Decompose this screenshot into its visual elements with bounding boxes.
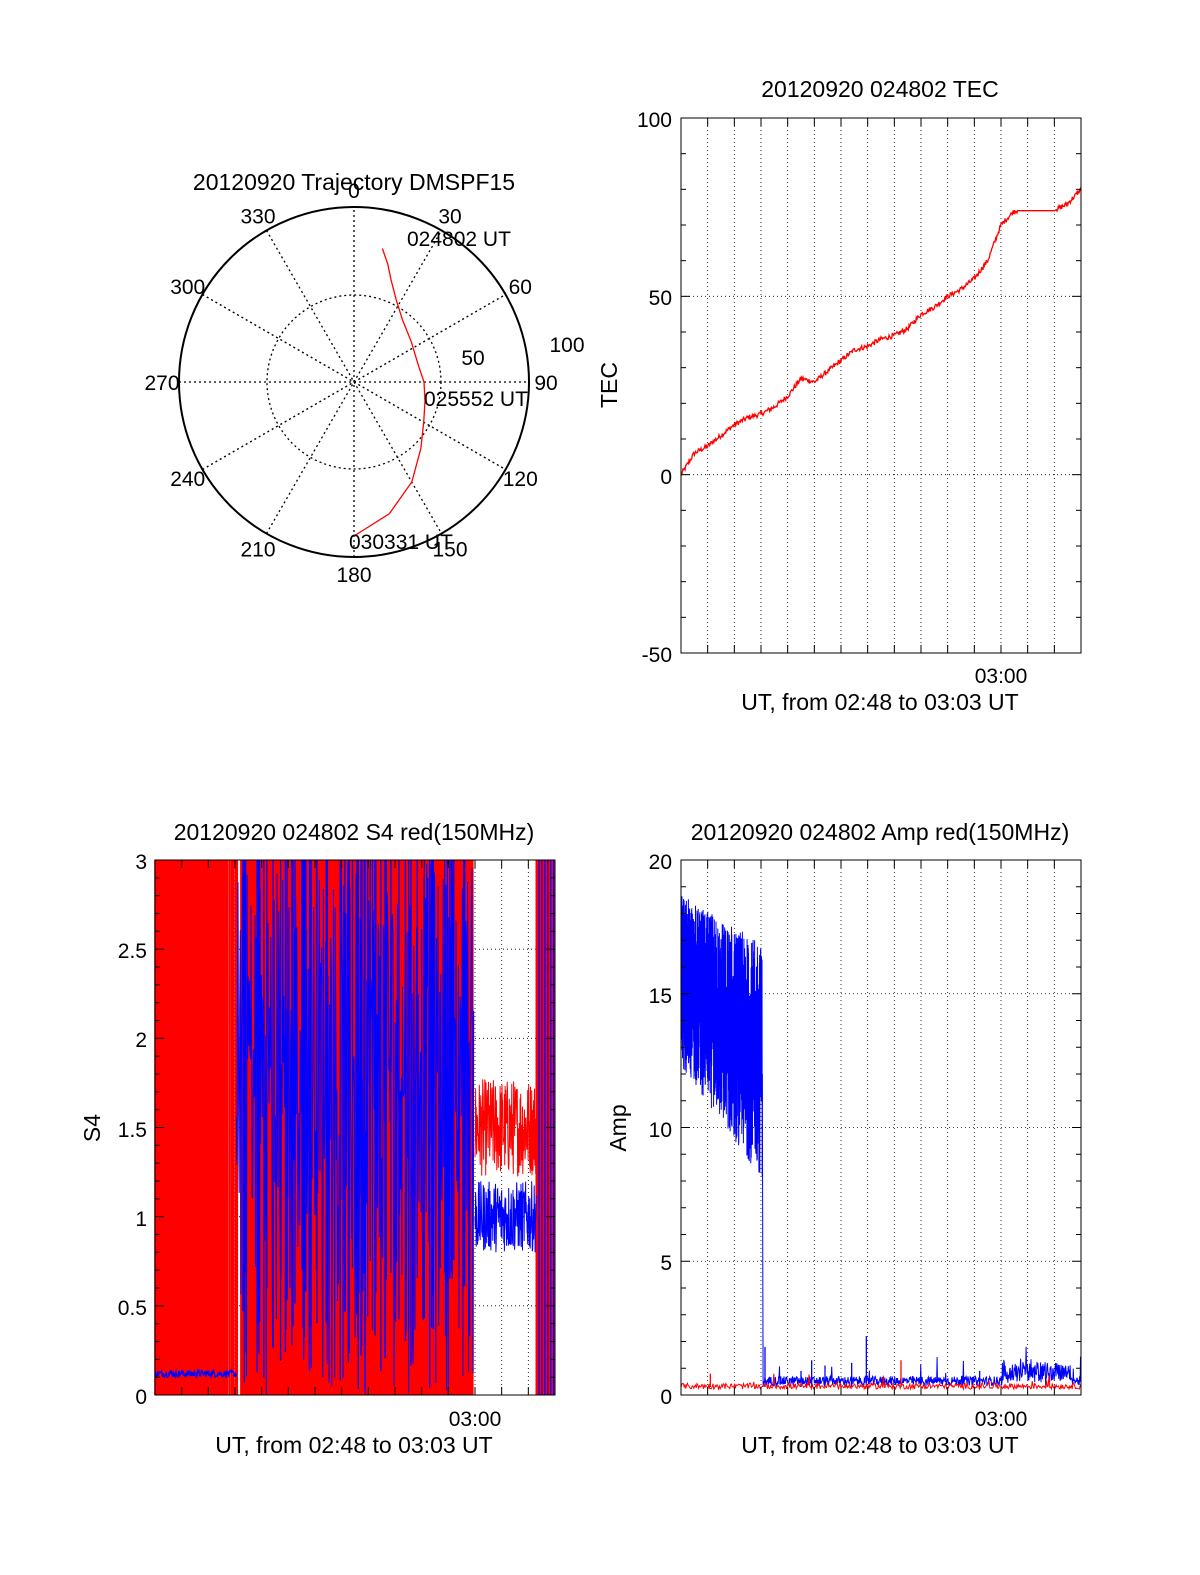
angle-tick-label: 330 [240, 206, 275, 229]
tec-x-tick: 03:00 [975, 665, 1028, 688]
amp-title: 20120920 024802 Amp red(150MHz) [691, 819, 1069, 845]
polar-outer-circle [178, 206, 530, 558]
s4-plot: 20120920 024802 S4 red(150MHz) 3 2.5 2 1… [79, 819, 556, 1458]
s4-blue-series [154, 1368, 237, 1379]
amp-minor-ticks [681, 859, 1081, 1396]
amp-red-series [680, 1373, 1082, 1391]
s4-title: 20120920 024802 S4 red(150MHz) [174, 819, 535, 845]
amp-y-tick: 0 [660, 1386, 672, 1409]
angle-tick-label: 120 [503, 468, 538, 491]
trajectory-title: 20120920 Trajectory DMSPF15 [193, 169, 515, 195]
amp-x-tick: 03:00 [975, 1408, 1028, 1431]
s4-y-tick: 2.5 [118, 940, 147, 963]
trajectory-time-label: 030331 UT [349, 531, 453, 554]
s4-x-label: UT, from 02:48 to 03:03 UT [215, 1432, 492, 1458]
tec-series-line [680, 186, 1082, 476]
angle-tick-label: 300 [170, 276, 205, 299]
amp-series [680, 896, 1082, 1391]
tec-y-tick: 50 [649, 287, 672, 310]
s4-y-label: S4 [79, 1114, 105, 1142]
tec-grid [681, 118, 1081, 653]
tec-title: 20120920 024802 TEC [761, 76, 998, 102]
amp-y-tick: 15 [649, 985, 672, 1008]
s4-blue-series [242, 860, 466, 1393]
angle-tick-label: 90 [534, 372, 557, 395]
tec-y-tick: -50 [642, 644, 672, 667]
tec-y-label: TEC [596, 362, 622, 408]
s4-y-tick: 1.5 [118, 1119, 147, 1142]
tec-axes-box [680, 117, 1082, 654]
s4-y-tick: 2 [135, 1029, 147, 1052]
angle-tick-label: 0 [348, 180, 360, 203]
s4-y-tick: 0.5 [118, 1297, 147, 1320]
radial-tick-label: 100 [549, 334, 584, 357]
angle-tick-label: 150 [432, 538, 467, 561]
amp-grid [681, 860, 1081, 1395]
amp-y-tick: 5 [660, 1252, 672, 1275]
s4-blue-series [474, 1181, 537, 1253]
amp-x-label: UT, from 02:48 to 03:03 UT [741, 1432, 1018, 1458]
trajectory-time-label: 024802 UT [407, 228, 511, 251]
polar-grid [179, 207, 529, 557]
angle-tick-label: 180 [336, 564, 371, 587]
s4-red-series [474, 1079, 537, 1177]
tec-x-label: UT, from 02:48 to 03:03 UT [741, 689, 1018, 715]
amp-y-tick: 10 [649, 1119, 672, 1142]
angle-tick-label: 60 [509, 276, 532, 299]
angle-tick-label: 270 [144, 372, 179, 395]
s4-x-tick: 03:00 [449, 1408, 502, 1431]
tec-y-tick: 0 [660, 466, 672, 489]
angle-tick-label: 30 [438, 206, 461, 229]
tec-minor-ticks [681, 117, 1081, 654]
trajectory-line [353, 248, 426, 537]
polar-spoke [265, 230, 443, 534]
tec-y-tick: 100 [637, 109, 672, 132]
polar-angle-labels: 0 30 60 90 120 150 180 210 240 270 300 3… [144, 180, 557, 587]
s4-blue-series [235, 862, 475, 1395]
trajectory-plot: 20120920 Trajectory DMSPF15 0 30 60 90 1… [144, 169, 584, 587]
polar-inner-circle [266, 294, 442, 470]
trajectory-time-label: 025552 UT [424, 388, 528, 411]
s4-y-tick: 3 [135, 851, 147, 874]
amp-blue-series [680, 896, 763, 1177]
angle-tick-label: 240 [170, 468, 205, 491]
amp-blue-series [761, 1073, 1082, 1388]
amp-y-label: Amp [605, 1104, 631, 1151]
s4-y-tick: 1 [135, 1208, 147, 1231]
tec-plot: 20120920 024802 TEC 100 50 0 -50 03:00 U… [596, 76, 1082, 715]
radial-tick-label: 50 [461, 347, 484, 370]
amp-y-tick: 20 [649, 851, 672, 874]
s4-minor-ticks [155, 859, 555, 1396]
amp-plot: 20120920 024802 Amp red(150MHz) 20 15 10… [605, 819, 1082, 1458]
s4-series [154, 860, 555, 1395]
angle-tick-label: 210 [240, 538, 275, 561]
s4-y-tick: 0 [135, 1386, 147, 1409]
